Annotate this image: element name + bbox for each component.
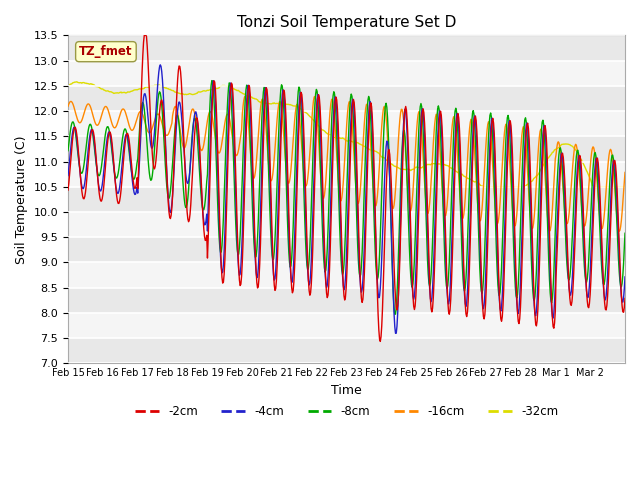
Text: TZ_fmet: TZ_fmet: [79, 45, 132, 58]
Bar: [68, 36, 625, 60]
Legend: -2cm, -4cm, -8cm, -16cm, -32cm: -2cm, -4cm, -8cm, -16cm, -32cm: [130, 401, 563, 423]
Bar: [68, 313, 625, 338]
Y-axis label: Soil Temperature (C): Soil Temperature (C): [15, 135, 28, 264]
X-axis label: Time: Time: [331, 384, 362, 397]
Bar: [68, 338, 625, 363]
Bar: [68, 161, 625, 187]
Bar: [68, 86, 625, 111]
Bar: [68, 237, 625, 263]
Title: Tonzi Soil Temperature Set D: Tonzi Soil Temperature Set D: [237, 15, 456, 30]
Bar: [68, 136, 625, 161]
Bar: [68, 212, 625, 237]
Bar: [68, 60, 625, 86]
Bar: [68, 263, 625, 288]
Bar: [68, 187, 625, 212]
Bar: [68, 288, 625, 313]
Bar: [68, 111, 625, 136]
